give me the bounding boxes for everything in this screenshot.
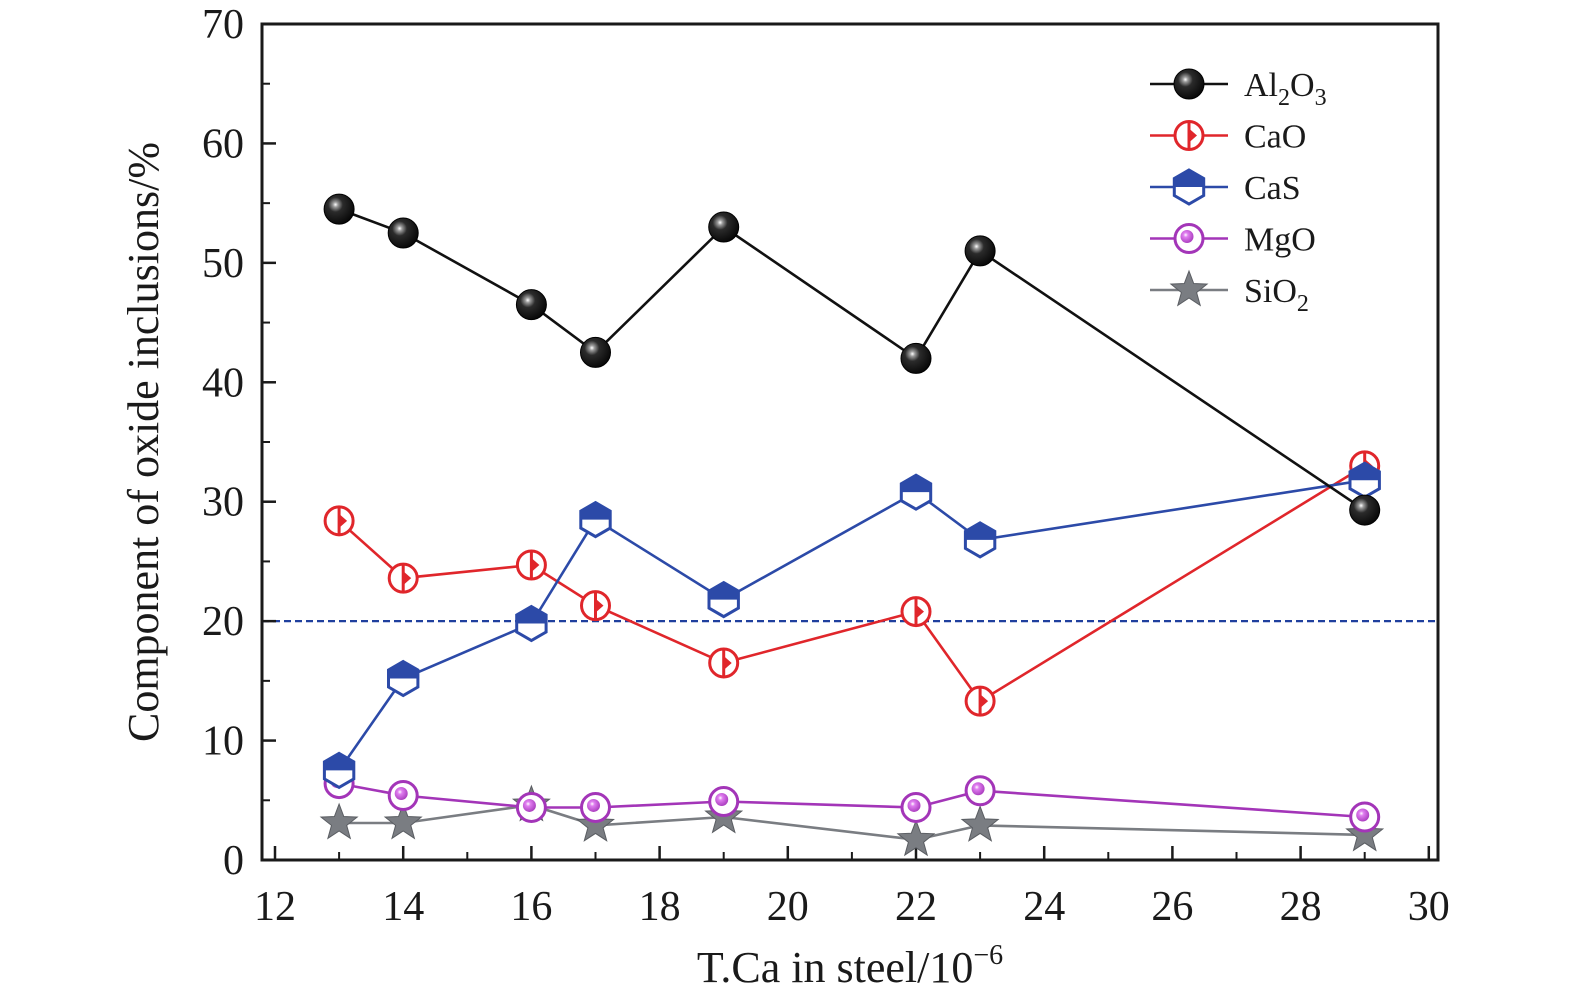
point-cao — [900, 596, 932, 628]
x-axis: 12 14 16 18 20 22 24 26 28 30 — [254, 846, 1450, 930]
legend-marker — [1173, 68, 1205, 100]
point-sio2 — [960, 804, 1000, 842]
point-mgo — [964, 775, 996, 807]
line-sio2 — [339, 803, 1365, 842]
point-cas — [579, 500, 612, 539]
line-mgo — [338, 782, 1365, 819]
point-al2o3 — [580, 336, 611, 368]
x-tick-label: 28 — [1280, 884, 1322, 930]
point-cas — [322, 751, 356, 790]
point-mgo — [580, 791, 611, 823]
point-cas — [899, 473, 933, 511]
y-tick-label: 50 — [202, 241, 244, 287]
point-cao — [708, 647, 740, 679]
line-cas — [338, 478, 1365, 772]
x-tick-label: 18 — [639, 884, 681, 930]
point-al2o3 — [387, 217, 419, 249]
legend-marker — [1173, 223, 1205, 254]
series-cas — [322, 461, 1381, 790]
point-mgo — [387, 780, 419, 812]
point-cas — [1348, 461, 1381, 499]
point-al2o3 — [900, 342, 932, 374]
point-mgo — [708, 785, 740, 817]
point-mgo — [1349, 801, 1381, 833]
point-al2o3 — [515, 289, 547, 321]
y-axis: 0 10 20 30 40 50 60 70 — [202, 2, 276, 884]
series-mgo — [323, 768, 1381, 833]
y-tick-label: 20 — [202, 599, 244, 645]
y-tick-label: 0 — [223, 838, 244, 884]
point-cao — [515, 549, 547, 581]
legend-marker — [1169, 269, 1209, 307]
y-tick-label: 10 — [202, 719, 244, 765]
x-tick-label: 16 — [510, 884, 552, 930]
point-al2o3 — [708, 211, 740, 243]
point-cao — [323, 505, 355, 537]
y-tick-label: 60 — [202, 121, 244, 167]
point-sio2 — [319, 802, 359, 840]
point-al2o3 — [1349, 494, 1381, 526]
point-cao — [387, 562, 419, 594]
legend-label-part: O — [1290, 67, 1315, 104]
point-al2o3 — [323, 193, 355, 225]
x-tick-label: 26 — [1151, 884, 1193, 930]
point-al2o3 — [964, 235, 996, 267]
legend-marker — [1173, 120, 1205, 151]
line-cao — [338, 464, 1366, 703]
legend-label-part: 2 — [1297, 291, 1309, 317]
point-cas — [963, 521, 997, 559]
point-sio2 — [576, 804, 615, 842]
legend-label: CaO — [1244, 119, 1306, 156]
legend-label-part: SiO — [1244, 273, 1297, 310]
point-mgo — [515, 791, 547, 823]
legend-item-sio2: SiO2 — [1150, 269, 1309, 317]
y-tick-label: 70 — [202, 2, 244, 48]
legend-label-part: Al — [1244, 67, 1278, 104]
x-tick-label: 30 — [1408, 884, 1450, 930]
x-axis-title-text: T.Ca in steel/10 — [697, 943, 974, 992]
point-cas — [387, 659, 420, 698]
legend-label-part: CaO — [1244, 119, 1306, 156]
x-axis-title-exponent: −6 — [973, 940, 1003, 971]
series-sio2 — [319, 784, 1385, 857]
legend-item-cas: CaS — [1150, 168, 1301, 207]
y-axis-title: Component of oxide inclusions/% — [119, 142, 168, 742]
point-sio2 — [1345, 814, 1385, 852]
x-tick-label: 22 — [895, 884, 937, 930]
legend-label: Al2O3 — [1244, 67, 1327, 111]
legend-marker — [1172, 168, 1206, 206]
point-cao — [964, 685, 996, 717]
point-cao — [580, 590, 611, 622]
legend-label-part: MgO — [1244, 222, 1316, 259]
legend-label-part: CaS — [1244, 170, 1301, 207]
legend-item-mgo: MgO — [1150, 222, 1316, 259]
legend-item-al2o3: Al2O3 — [1150, 67, 1327, 111]
legend-label-part: 2 — [1278, 85, 1290, 111]
x-tick-label: 24 — [1023, 884, 1065, 930]
line-al2o3 — [338, 207, 1366, 512]
legend-item-cao: CaO — [1150, 119, 1306, 156]
point-mgo — [900, 791, 932, 823]
x-tick-label: 12 — [254, 884, 296, 930]
legend-label-part: 3 — [1315, 85, 1327, 111]
series-layer — [319, 193, 1385, 857]
point-sio2 — [896, 819, 936, 857]
x-tick-label: 14 — [382, 884, 424, 930]
legend-label: CaS — [1244, 170, 1301, 207]
legend-label: SiO2 — [1244, 273, 1309, 317]
y-tick-label: 40 — [202, 360, 244, 406]
series-cao — [323, 450, 1381, 717]
legend-label: MgO — [1244, 222, 1316, 259]
point-cas — [707, 580, 740, 619]
y-tick-label: 30 — [202, 480, 244, 526]
x-axis-title: T.Ca in steel/10−6 — [697, 940, 1003, 992]
point-sio2 — [383, 802, 423, 840]
x-tick-label: 20 — [767, 884, 809, 930]
series-al2o3 — [323, 193, 1381, 526]
point-cas — [515, 604, 548, 643]
